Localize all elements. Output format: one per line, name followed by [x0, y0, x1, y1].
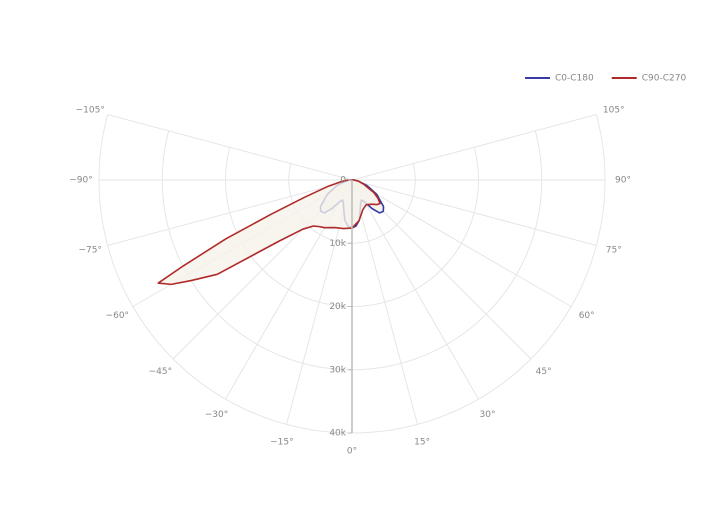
grid-spoke: [351, 114, 597, 181]
angle-label: −45°: [149, 367, 173, 377]
grid-spoke: [107, 179, 353, 246]
angle-label: 90°: [615, 176, 631, 186]
grid-spoke: [107, 114, 353, 181]
angle-label: 60°: [579, 311, 595, 321]
angle-label: −30°: [205, 410, 229, 420]
angle-label: −75°: [78, 246, 102, 256]
angle-label: 15°: [414, 437, 430, 447]
grid-spoke: [351, 179, 418, 425]
grid-spoke: [351, 179, 597, 246]
radial-tick-label: 10k: [329, 239, 346, 249]
angle-label: −15°: [270, 437, 294, 447]
angle-label: −60°: [106, 311, 130, 321]
angle-label: 30°: [480, 410, 496, 420]
angle-label: −105°: [76, 105, 105, 115]
legend-label: C0-C180: [555, 74, 594, 84]
grid-spoke: [351, 179, 479, 400]
angle-label: 75°: [606, 246, 622, 256]
radial-tick-label: 30k: [329, 365, 346, 375]
angle-label: 105°: [603, 105, 625, 115]
radial-tick-label: 0: [340, 176, 346, 186]
angle-label: −90°: [69, 176, 93, 186]
angle-label: 45°: [536, 367, 552, 377]
radial-tick-label: 20k: [329, 302, 346, 312]
grid-spoke: [351, 179, 572, 307]
angle-label: 0°: [347, 447, 357, 457]
radial-tick-label: 40k: [329, 429, 346, 439]
legend-label: C90-C270: [642, 74, 687, 84]
series-line: [157, 179, 381, 286]
